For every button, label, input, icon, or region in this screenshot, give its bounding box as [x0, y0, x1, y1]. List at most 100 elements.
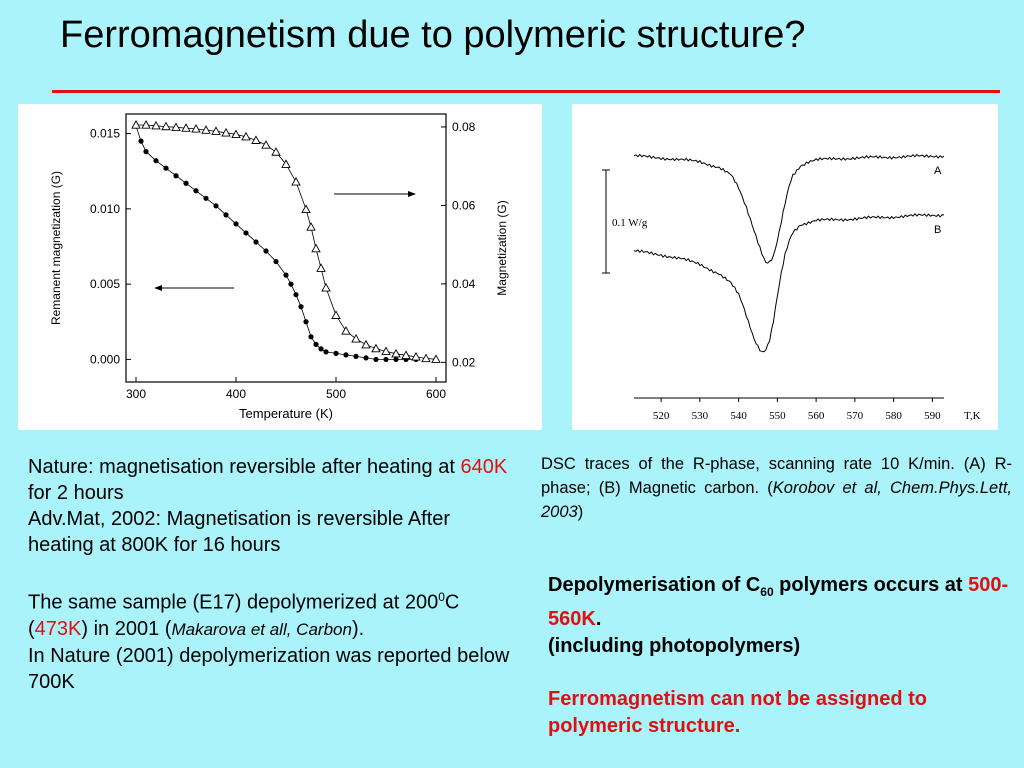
- data-point: [163, 165, 169, 171]
- dsc-trace-label: A: [934, 165, 942, 177]
- data-point: [261, 140, 271, 149]
- x-tick-label: 400: [226, 387, 246, 401]
- data-point: [361, 339, 371, 349]
- data-point: [411, 351, 421, 361]
- nature-note: Nature: magnetisation reversible after h…: [28, 456, 508, 504]
- data-point: [343, 352, 349, 358]
- data-point: [151, 120, 161, 130]
- depolymerization-note: In Nature (2001) depolymerization was re…: [28, 644, 510, 693]
- title-rule: [52, 90, 1000, 93]
- data-point: [241, 131, 251, 141]
- data-point: [273, 258, 279, 265]
- data-point: [321, 282, 331, 292]
- data-point: [141, 120, 151, 129]
- data-point: [223, 212, 229, 218]
- data-point: [341, 326, 351, 335]
- data-point: [281, 159, 291, 168]
- data-point: [313, 341, 319, 347]
- data-point: [251, 135, 261, 144]
- data-point: [271, 147, 281, 156]
- tick-marks: 300 400 500 600 0.000 0.005 0.010 0.015 0.02 0.04…: [90, 120, 476, 401]
- data-point: [211, 126, 221, 135]
- data-point: [353, 353, 359, 360]
- y-tick-label-left: 0.015: [90, 127, 120, 141]
- arrow-right: [334, 191, 416, 197]
- dsc-trace: [633, 213, 945, 353]
- data-point: [431, 354, 441, 363]
- dsc-x-tick-label: 570: [847, 410, 864, 422]
- y-tick-label-left: 0.000: [90, 352, 120, 366]
- data-point: [303, 319, 309, 325]
- data-point: [333, 350, 339, 356]
- data-point: [153, 158, 159, 164]
- series-line: [135, 125, 416, 360]
- y-tick-label-right: 0.04: [452, 277, 476, 291]
- arrow-left: [154, 285, 234, 291]
- data-point: [371, 343, 381, 353]
- data-point: [323, 349, 329, 355]
- conclusion-statement: Ferromagnetism can not be assigned to po…: [548, 688, 927, 737]
- data-point: [391, 348, 401, 358]
- data-point: [293, 292, 299, 298]
- data-point: [298, 304, 304, 310]
- dsc-chart: 520 530 540 550 560 570 580 590 AB 0.1 W/g T,K: [602, 153, 981, 422]
- y-tick-label-left: 0.005: [90, 277, 120, 291]
- x-tick-label: 600: [426, 387, 446, 401]
- dsc-x-tick-label: 540: [730, 410, 747, 422]
- x-axis-label: Temperature (K): [239, 406, 333, 421]
- data-point: [301, 204, 311, 213]
- left-text-block: Nature: magnetisation reversible after h…: [28, 454, 518, 695]
- y-axis-label-left: Remanent magnetization (G): [49, 171, 63, 325]
- data-point: [243, 230, 249, 236]
- scale-bar: [602, 169, 610, 274]
- data-point: [421, 353, 431, 363]
- dsc-x-tick-label: 580: [885, 410, 902, 422]
- data-point: [291, 176, 301, 186]
- data-point: [306, 222, 316, 231]
- data-point: [311, 243, 321, 253]
- data-point: [263, 248, 269, 254]
- dsc-x-tick-label: 530: [692, 410, 709, 422]
- data-point: [331, 310, 341, 319]
- dsc-x-axis-label: T,K: [964, 410, 981, 422]
- data-point: [193, 188, 199, 194]
- data-point: [173, 173, 179, 179]
- data-point: [183, 180, 189, 186]
- y-axis-label-right: Magnetization (G): [495, 200, 509, 295]
- data-point: [213, 203, 219, 209]
- y-tick-label-right: 0.08: [452, 120, 476, 134]
- right-text-block: Depolymerisation of C60 polymers occurs …: [548, 572, 1018, 740]
- data-point: [318, 346, 324, 352]
- data-point: [393, 356, 399, 363]
- data-point: [288, 281, 294, 287]
- photopolymers-note: (including photopolymers): [548, 635, 801, 657]
- magnetization-chart-panel: 300 400 500 600 0.000 0.005 0.010 0.015 0.02 0.04…: [18, 104, 542, 430]
- dsc-caption: DSC traces of the R-phase, scanning rate…: [541, 455, 1012, 521]
- slide-title: Ferromagnetism due to polymeric structur…: [60, 14, 806, 56]
- dsc-trace: [633, 153, 945, 264]
- dsc-ticks: 520 530 540 550 560 570 580 590: [653, 398, 941, 422]
- data-point: [201, 125, 211, 134]
- data-point: [161, 121, 171, 131]
- advmat-note: Adv.Mat, 2002: Magnetisation is reversib…: [28, 508, 451, 556]
- y-tick-label-right: 0.06: [452, 198, 476, 212]
- dsc-x-tick-label: 520: [653, 410, 670, 422]
- data-point: [181, 123, 191, 132]
- dsc-x-tick-label: 590: [924, 410, 941, 422]
- dsc-traces: AB: [633, 153, 945, 353]
- x-tick-label: 300: [126, 387, 146, 401]
- dsc-trace-label: B: [934, 224, 941, 236]
- x-tick-label: 500: [326, 387, 346, 401]
- depolymerisation-statement: Depolymerisation of C60 polymers occurs …: [548, 574, 1009, 630]
- plot-frame: [125, 113, 447, 383]
- data-point: [138, 138, 144, 144]
- data-point: [143, 149, 149, 155]
- y-tick-label-right: 0.02: [452, 355, 476, 369]
- scale-bar-label: 0.1 W/g: [612, 217, 648, 229]
- data-point: [308, 334, 314, 340]
- magnetization-chart: 300 400 500 600 0.000 0.005 0.010 0.015 0.02 0.04…: [49, 113, 509, 421]
- data-point: [401, 350, 411, 359]
- data-point: [233, 221, 239, 227]
- data-point: [316, 263, 326, 272]
